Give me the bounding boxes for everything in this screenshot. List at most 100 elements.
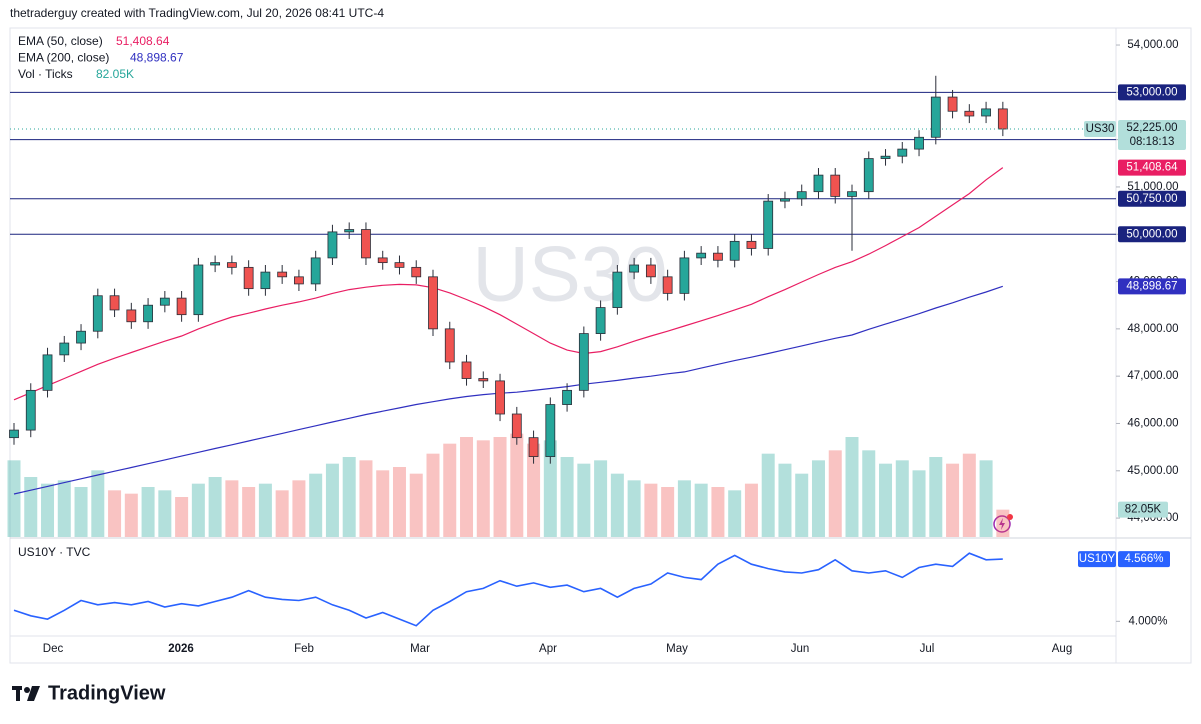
volume-bar xyxy=(175,497,189,537)
volume-bar xyxy=(610,473,624,537)
volume-bar xyxy=(342,457,356,537)
level-label-box xyxy=(1118,84,1186,101)
candle-body xyxy=(478,378,489,382)
candle-body xyxy=(562,389,572,405)
volume-bar xyxy=(577,463,591,537)
x-tick-label: Mar xyxy=(410,643,430,655)
candle-body xyxy=(947,96,958,112)
candle-body xyxy=(428,276,438,330)
candle-body xyxy=(76,330,86,344)
y-tick-label: 46,000.00 xyxy=(1127,417,1178,429)
volume-bar xyxy=(962,453,976,537)
candle-body xyxy=(713,252,723,261)
candle-body xyxy=(914,136,924,150)
volume-bar xyxy=(292,480,306,537)
legend-name: EMA (50, close) xyxy=(18,34,103,48)
volume-bar xyxy=(879,463,893,537)
candle-body xyxy=(578,333,589,391)
volume-bar xyxy=(74,487,88,537)
legend-name: Vol · Ticks xyxy=(18,67,73,81)
volume-bar xyxy=(275,490,289,537)
alert-icon xyxy=(993,514,1013,533)
volume-bar xyxy=(258,483,272,537)
volume-bar xyxy=(912,470,926,537)
volume-bar xyxy=(7,460,21,537)
candle-body xyxy=(361,229,371,259)
volume-bar xyxy=(158,490,172,537)
candle-body xyxy=(277,271,288,278)
candle-body xyxy=(612,271,623,308)
volume-bar xyxy=(91,470,105,537)
volume-bar xyxy=(527,443,541,537)
legend-name: EMA (200, close) xyxy=(18,51,109,65)
candle-body xyxy=(880,155,891,159)
candle-body xyxy=(159,297,170,306)
volume-bar xyxy=(124,493,138,537)
legend-value: 48,898.67 xyxy=(130,51,184,65)
candle-body xyxy=(930,96,941,138)
candle-body xyxy=(109,295,120,311)
candle-body xyxy=(629,264,640,273)
volume-bar xyxy=(510,433,524,537)
watermark: US30 xyxy=(472,230,667,318)
volume-label-box xyxy=(1118,501,1168,518)
y-tick-label: 45,000.00 xyxy=(1127,465,1178,477)
x-tick-label: Feb xyxy=(294,643,314,655)
volume-bar xyxy=(443,443,457,537)
volume-axis-label: 82.05K xyxy=(1125,504,1162,516)
volume-bar xyxy=(979,460,993,537)
candle-body xyxy=(394,262,405,268)
candle-body xyxy=(294,276,304,285)
candle-body xyxy=(511,413,522,439)
volume-bar xyxy=(359,460,373,537)
symbol-tag-box xyxy=(1084,120,1116,137)
candle-body xyxy=(813,174,824,193)
attribution: thetraderguy created with TradingView.co… xyxy=(10,6,384,20)
volume-bar xyxy=(108,490,122,537)
volume-bar xyxy=(242,487,256,537)
volume-bar xyxy=(627,480,641,537)
legend-value: 82.05K xyxy=(96,67,134,81)
candle-body xyxy=(310,257,321,285)
volume-bar xyxy=(493,437,507,537)
candle-body xyxy=(746,240,757,249)
candle-body xyxy=(260,271,271,290)
brand-logo xyxy=(12,686,40,701)
y-tick-label: 51,000.00 xyxy=(1127,181,1178,193)
candle-body xyxy=(729,240,740,261)
x-tick-label: Jun xyxy=(791,643,810,655)
volume-bar xyxy=(325,463,339,537)
volume-bar xyxy=(409,473,423,537)
candle-body xyxy=(210,262,221,266)
ema-label-box xyxy=(1118,278,1186,295)
candle-body xyxy=(662,276,673,294)
volume-bar xyxy=(661,487,675,537)
candle-body xyxy=(545,404,556,457)
volume-bar xyxy=(191,483,205,537)
ema-axis-label: 51,408.64 xyxy=(1126,162,1178,174)
volume-bar xyxy=(862,450,876,537)
candle-body xyxy=(528,437,539,457)
candle-body xyxy=(444,328,455,363)
volume-bar xyxy=(476,440,490,537)
candle-body xyxy=(143,304,153,323)
symbol-tag: US30 xyxy=(1086,123,1115,135)
candle-body xyxy=(830,174,841,197)
candle-body xyxy=(176,297,187,316)
candle-body xyxy=(126,309,137,323)
us10y-tag-box xyxy=(1078,551,1116,568)
candle-body xyxy=(59,342,70,356)
price-label: 52,225.00 xyxy=(1126,122,1177,134)
level-label: 53,000.00 xyxy=(1126,86,1177,98)
volume-bar xyxy=(711,487,725,537)
candle-body xyxy=(981,108,991,117)
frame xyxy=(9,27,1192,664)
volume-bar xyxy=(376,470,390,537)
volume-bar xyxy=(728,490,742,537)
candle-body xyxy=(679,257,690,294)
volume-bar xyxy=(778,463,792,537)
volume-bar xyxy=(795,473,809,537)
y-tick-label: 47,000.00 xyxy=(1127,370,1178,382)
us10y-line xyxy=(13,552,1003,627)
